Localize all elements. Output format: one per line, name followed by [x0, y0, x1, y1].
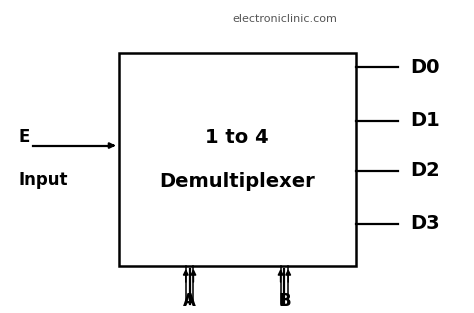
Text: D0: D0 [410, 58, 439, 77]
Text: D1: D1 [410, 111, 440, 130]
Text: D2: D2 [410, 161, 440, 180]
Text: electroniclinic.com: electroniclinic.com [232, 14, 337, 24]
Text: Input: Input [19, 171, 68, 189]
Text: Demultiplexer: Demultiplexer [159, 172, 315, 191]
Text: A: A [183, 292, 196, 310]
Bar [118, 53, 356, 266]
Text: D3: D3 [410, 214, 439, 233]
Text: E: E [19, 127, 30, 146]
Text: 1 to 4: 1 to 4 [205, 128, 269, 147]
Text: B: B [278, 292, 291, 310]
